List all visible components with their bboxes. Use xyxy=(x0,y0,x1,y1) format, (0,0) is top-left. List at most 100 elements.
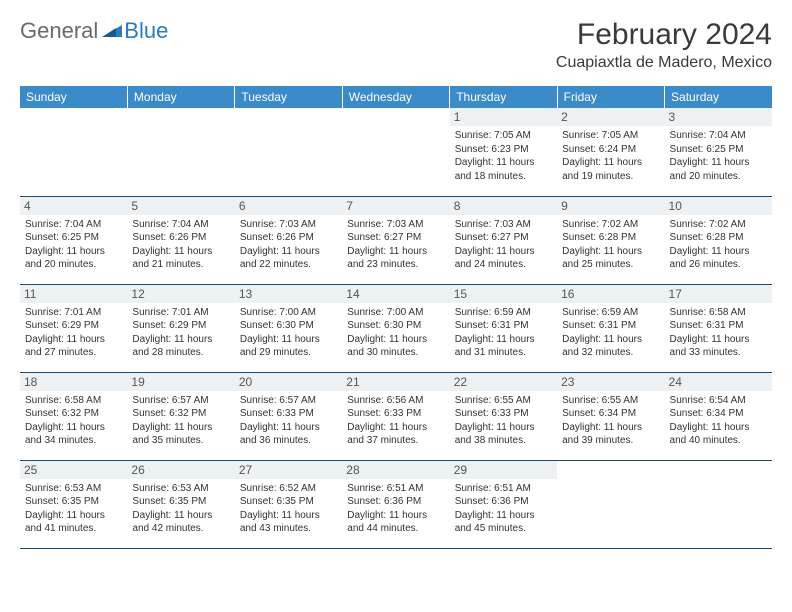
day-number: 21 xyxy=(342,373,449,391)
calendar-day-cell: 7 Sunrise: 7:03 AMSunset: 6:27 PMDaylight… xyxy=(342,196,449,284)
calendar-day-cell: 1 Sunrise: 7:05 AMSunset: 6:23 PMDaylight… xyxy=(450,108,557,196)
weekday-header: Friday xyxy=(557,86,664,108)
day-info: Sunrise: 6:51 AMSunset: 6:36 PMDaylight:… xyxy=(347,482,444,536)
day-info: Sunrise: 6:56 AMSunset: 6:33 PMDaylight:… xyxy=(347,394,444,448)
day-number: 27 xyxy=(235,461,342,479)
calendar-day-cell: 15 Sunrise: 6:59 AMSunset: 6:31 PMDayligh… xyxy=(450,284,557,372)
calendar-day-cell: 17 Sunrise: 6:58 AMSunset: 6:31 PMDayligh… xyxy=(665,284,772,372)
day-info: Sunrise: 7:03 AMSunset: 6:27 PMDaylight:… xyxy=(455,218,552,272)
calendar-day-cell: 4 Sunrise: 7:04 AMSunset: 6:25 PMDaylight… xyxy=(20,196,127,284)
day-number: 17 xyxy=(665,285,772,303)
calendar-day-cell: 11Sunrise: 7:01 AMSunset: 6:29 PMDayligh… xyxy=(20,284,127,372)
calendar-week-row: 4 Sunrise: 7:04 AMSunset: 6:25 PMDaylight… xyxy=(20,196,772,284)
day-number: 16 xyxy=(557,285,664,303)
day-number: 20 xyxy=(235,373,342,391)
day-info: Sunrise: 7:05 AMSunset: 6:23 PMDaylight:… xyxy=(455,129,552,183)
calendar-week-row: 18Sunrise: 6:58 AMSunset: 6:32 PMDayligh… xyxy=(20,372,772,460)
calendar-week-row: 25 Sunrise: 6:53 AMSunset: 6:35 PMDayligh… xyxy=(20,460,772,548)
day-info: Sunrise: 7:00 AMSunset: 6:30 PMDaylight:… xyxy=(347,306,444,360)
calendar-day-cell: 19 Sunrise: 6:57 AMSunset: 6:32 PMDayligh… xyxy=(127,372,234,460)
calendar-day-cell: 28 Sunrise: 6:51 AMSunset: 6:36 PMDayligh… xyxy=(342,460,449,548)
location: Cuapiaxtla de Madero, Mexico xyxy=(556,54,772,72)
day-info: Sunrise: 6:59 AMSunset: 6:31 PMDaylight:… xyxy=(562,306,659,360)
day-info: Sunrise: 6:53 AMSunset: 6:35 PMDaylight:… xyxy=(132,482,229,536)
calendar-day-cell: 23Sunrise: 6:55 AMSunset: 6:34 PMDayligh… xyxy=(557,372,664,460)
day-info: Sunrise: 7:03 AMSunset: 6:27 PMDaylight:… xyxy=(347,218,444,272)
calendar-day-cell: 12 Sunrise: 7:01 AMSunset: 6:29 PMDayligh… xyxy=(127,284,234,372)
calendar-empty-cell xyxy=(20,108,127,196)
day-number: 6 xyxy=(235,197,342,215)
calendar-day-cell: 10 Sunrise: 7:02 AMSunset: 6:28 PMDayligh… xyxy=(665,196,772,284)
calendar-day-cell: 5Sunrise: 7:04 AMSunset: 6:26 PMDaylight… xyxy=(127,196,234,284)
calendar-day-cell: 2 Sunrise: 7:05 AMSunset: 6:24 PMDaylight… xyxy=(557,108,664,196)
title-block: February 2024 Cuapiaxtla de Madero, Mexi… xyxy=(556,18,772,72)
day-number: 8 xyxy=(450,197,557,215)
day-number: 12 xyxy=(127,285,234,303)
day-number: 23 xyxy=(557,373,664,391)
calendar-day-cell: 18Sunrise: 6:58 AMSunset: 6:32 PMDayligh… xyxy=(20,372,127,460)
day-info: Sunrise: 6:52 AMSunset: 6:35 PMDaylight:… xyxy=(240,482,337,536)
day-info: Sunrise: 7:04 AMSunset: 6:25 PMDaylight:… xyxy=(25,218,122,272)
day-info: Sunrise: 7:05 AMSunset: 6:24 PMDaylight:… xyxy=(562,129,659,183)
calendar-day-cell: 22Sunrise: 6:55 AMSunset: 6:33 PMDayligh… xyxy=(450,372,557,460)
day-number: 14 xyxy=(342,285,449,303)
day-number: 19 xyxy=(127,373,234,391)
day-info: Sunrise: 7:02 AMSunset: 6:28 PMDaylight:… xyxy=(562,218,659,272)
calendar-day-cell: 16 Sunrise: 6:59 AMSunset: 6:31 PMDayligh… xyxy=(557,284,664,372)
day-number: 13 xyxy=(235,285,342,303)
day-number: 28 xyxy=(342,461,449,479)
calendar-table: SundayMondayTuesdayWednesdayThursdayFrid… xyxy=(20,86,772,549)
day-number: 11 xyxy=(20,285,127,303)
calendar-day-cell: 9 Sunrise: 7:02 AMSunset: 6:28 PMDaylight… xyxy=(557,196,664,284)
day-info: Sunrise: 7:01 AMSunset: 6:29 PMDaylight:… xyxy=(132,306,229,360)
day-info: Sunrise: 7:04 AMSunset: 6:25 PMDaylight:… xyxy=(670,129,767,183)
weekday-header: Wednesday xyxy=(342,86,449,108)
calendar-day-cell: 26 Sunrise: 6:53 AMSunset: 6:35 PMDayligh… xyxy=(127,460,234,548)
calendar-day-cell: 6 Sunrise: 7:03 AMSunset: 6:26 PMDaylight… xyxy=(235,196,342,284)
calendar-day-cell: 14 Sunrise: 7:00 AMSunset: 6:30 PMDayligh… xyxy=(342,284,449,372)
calendar-day-cell: 29Sunrise: 6:51 AMSunset: 6:36 PMDayligh… xyxy=(450,460,557,548)
day-number: 22 xyxy=(450,373,557,391)
weekday-header: Thursday xyxy=(450,86,557,108)
calendar-empty-cell xyxy=(665,460,772,548)
day-number: 25 xyxy=(20,461,127,479)
day-number: 4 xyxy=(20,197,127,215)
day-number: 2 xyxy=(557,108,664,126)
weekday-header: Monday xyxy=(127,86,234,108)
calendar-day-cell: 20 Sunrise: 6:57 AMSunset: 6:33 PMDayligh… xyxy=(235,372,342,460)
day-info: Sunrise: 6:58 AMSunset: 6:31 PMDaylight:… xyxy=(670,306,767,360)
calendar-empty-cell xyxy=(235,108,342,196)
day-number: 7 xyxy=(342,197,449,215)
calendar-body: 1 Sunrise: 7:05 AMSunset: 6:23 PMDaylight… xyxy=(20,108,772,548)
day-info: Sunrise: 7:02 AMSunset: 6:28 PMDaylight:… xyxy=(670,218,767,272)
calendar-empty-cell xyxy=(342,108,449,196)
day-info: Sunrise: 6:57 AMSunset: 6:33 PMDaylight:… xyxy=(240,394,337,448)
calendar-week-row: 1 Sunrise: 7:05 AMSunset: 6:23 PMDaylight… xyxy=(20,108,772,196)
day-info: Sunrise: 6:51 AMSunset: 6:36 PMDaylight:… xyxy=(455,482,552,536)
day-info: Sunrise: 6:58 AMSunset: 6:32 PMDaylight:… xyxy=(25,394,122,448)
logo-text-general: General xyxy=(20,18,98,44)
day-number: 9 xyxy=(557,197,664,215)
weekday-header: Sunday xyxy=(20,86,127,108)
calendar-day-cell: 21 Sunrise: 6:56 AMSunset: 6:33 PMDayligh… xyxy=(342,372,449,460)
day-info: Sunrise: 6:53 AMSunset: 6:35 PMDaylight:… xyxy=(25,482,122,536)
calendar-empty-cell xyxy=(127,108,234,196)
day-info: Sunrise: 7:00 AMSunset: 6:30 PMDaylight:… xyxy=(240,306,337,360)
day-number: 24 xyxy=(665,373,772,391)
month-title: February 2024 xyxy=(556,18,772,52)
calendar-day-cell: 13 Sunrise: 7:00 AMSunset: 6:30 PMDayligh… xyxy=(235,284,342,372)
day-number: 1 xyxy=(450,108,557,126)
calendar-day-cell: 27 Sunrise: 6:52 AMSunset: 6:35 PMDayligh… xyxy=(235,460,342,548)
header: General Blue February 2024 Cuapiaxtla de… xyxy=(20,18,772,72)
day-number: 5 xyxy=(127,197,234,215)
weekday-header: Tuesday xyxy=(235,86,342,108)
day-number: 10 xyxy=(665,197,772,215)
logo-triangle-icon xyxy=(102,21,122,42)
day-info: Sunrise: 7:03 AMSunset: 6:26 PMDaylight:… xyxy=(240,218,337,272)
day-info: Sunrise: 6:59 AMSunset: 6:31 PMDaylight:… xyxy=(455,306,552,360)
calendar-day-cell: 25 Sunrise: 6:53 AMSunset: 6:35 PMDayligh… xyxy=(20,460,127,548)
day-info: Sunrise: 6:57 AMSunset: 6:32 PMDaylight:… xyxy=(132,394,229,448)
day-number: 26 xyxy=(127,461,234,479)
day-number: 15 xyxy=(450,285,557,303)
calendar-day-cell: 24Sunrise: 6:54 AMSunset: 6:34 PMDayligh… xyxy=(665,372,772,460)
